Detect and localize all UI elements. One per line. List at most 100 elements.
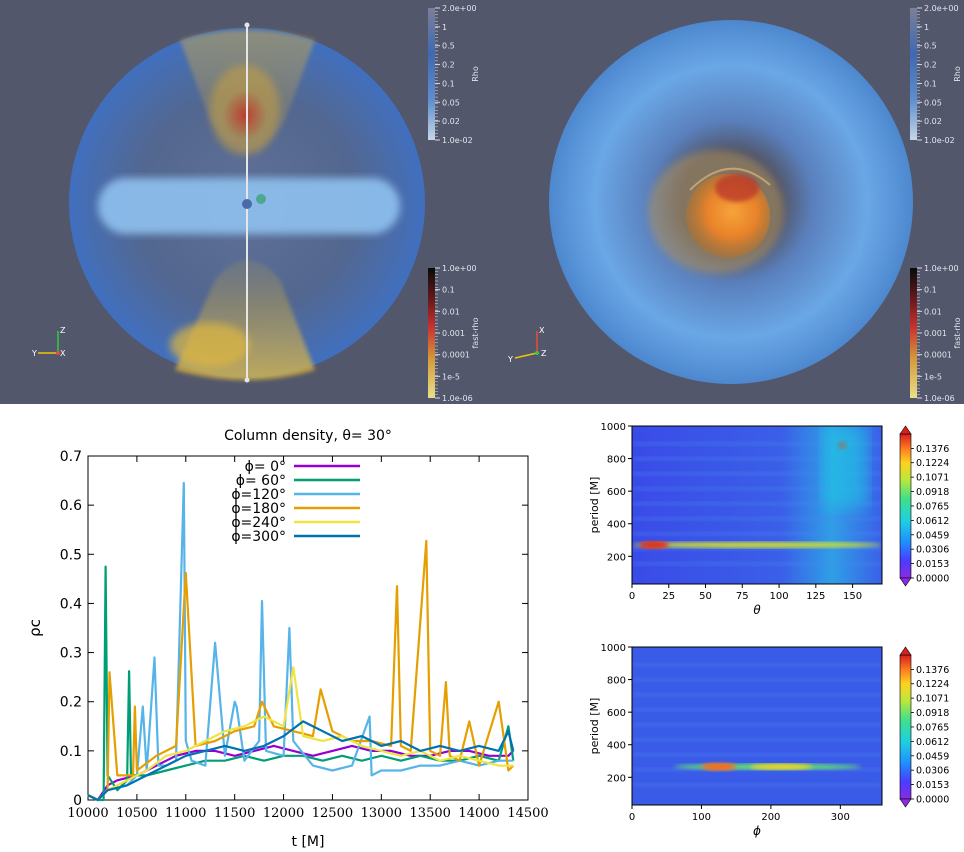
colorbar-tick-label: 0.1 xyxy=(924,286,937,295)
colorbar-tick-label: 0.0918 xyxy=(916,708,949,719)
colorbar-tick-label: 0.0153 xyxy=(916,780,949,791)
core-red-region xyxy=(715,174,759,202)
heatmap-colorbar xyxy=(899,654,912,800)
heatmap-x-tick-label: 50 xyxy=(699,591,712,602)
colorbar-tick-label: 0.0612 xyxy=(916,516,949,527)
axis-line-top-marker xyxy=(244,22,250,28)
series-line-3 xyxy=(87,539,515,802)
heatmap-texture xyxy=(632,456,882,461)
axis-label-y: Y xyxy=(31,349,37,358)
heatmap-x-tick-label: 0 xyxy=(629,591,635,602)
colorbar-tick-label: 0.1224 xyxy=(916,458,949,469)
colorbar-tick-label: 1.0e-02 xyxy=(442,136,473,145)
legend-label: ϕ=240° xyxy=(231,515,286,531)
heatmap-x-label: θ xyxy=(753,603,761,617)
x-tick-label: 10500 xyxy=(116,806,157,821)
colorbar-title: Rho xyxy=(471,66,480,82)
colorbar-tick-label: 0.05 xyxy=(442,98,460,107)
colorbar-tick-label: 0.0765 xyxy=(916,501,949,512)
heatmap-body xyxy=(632,647,882,805)
y-tick-label: 0.6 xyxy=(60,498,82,514)
companion-marker xyxy=(256,194,266,204)
colorbar-tick-label: 0.1 xyxy=(442,286,455,295)
heatmap-colorbar xyxy=(899,433,912,579)
colorbar-tick-label: 2.0e+00 xyxy=(924,4,959,13)
render-colorbars: 2.0e+00 1 0.5 0.2 0.1 0.05 0.02 1.0e-02 Rho 1.0e+… xyxy=(428,4,962,403)
colorbar-extend-max xyxy=(899,425,912,435)
x-tick-label: 14000 xyxy=(458,806,499,821)
colorbar-title: Rho xyxy=(953,66,962,82)
colorbar-tick-label: 0.01 xyxy=(924,307,942,316)
colorbar-extend-min xyxy=(899,798,912,808)
colorbar-right-colorbar-rho: 2.0e+00 1 0.5 0.2 0.1 0.05 0.02 1.0e-02 Rho xyxy=(910,4,962,145)
colorbar-gradient xyxy=(910,268,917,398)
colorbar-tick-label: 0.02 xyxy=(924,117,942,126)
colorbar-tick-label: 0.5 xyxy=(442,42,455,51)
colorbar-tick-label: 0.0306 xyxy=(916,766,949,777)
colorbar-tick-label: 2.0e+00 xyxy=(442,4,477,13)
heatmap-x-tick-label: 25 xyxy=(662,591,675,602)
render-left-panel: Z Y X xyxy=(0,0,482,404)
colorbar-title: fast-rho xyxy=(471,317,480,348)
x-axis-label: t [M] xyxy=(292,834,325,850)
heatmap-feature-1 xyxy=(639,540,669,549)
black-hole-marker xyxy=(242,199,252,209)
series-line-5 xyxy=(87,720,515,802)
heatmap-x-label: ϕ xyxy=(753,824,761,838)
colorbar-tick-label: 0.0612 xyxy=(916,737,949,748)
legend-label: ϕ=120° xyxy=(231,487,286,503)
legend-label: ϕ= 0° xyxy=(245,459,286,475)
colorbar-tick-label: 0.02 xyxy=(442,117,460,126)
heatmap-y-tick-label: 1000 xyxy=(601,422,626,433)
colorbar-tick-label: 1 xyxy=(442,23,447,32)
heatmap-texture xyxy=(632,441,882,446)
heatmap-frame xyxy=(631,425,883,585)
colorbar-tick-label: 0.0001 xyxy=(442,351,470,360)
x-tick-label: 12000 xyxy=(263,806,304,821)
colorbar-tick-label: 1e-5 xyxy=(924,372,942,381)
colorbar-tick-label: 0.1 xyxy=(442,79,455,88)
heatmap-y-tick-label: 600 xyxy=(607,708,626,719)
y-tick-label: 0.2 xyxy=(60,695,82,711)
colorbar-tick-label: 0.1071 xyxy=(916,473,949,484)
colorbar-tick-label: 0.1224 xyxy=(916,679,949,690)
heatmap-texture xyxy=(632,546,882,551)
colorbar-tick-label: 0.05 xyxy=(924,98,942,107)
heatmap-y-tick-label: 400 xyxy=(607,520,626,531)
legend-label: ϕ=300° xyxy=(231,529,286,545)
wavelet-heatmap-phi: 0 100 200 300 200 400 600 800 1000 ϕ period [M] 0.0… xyxy=(588,643,949,838)
heatmap-texture xyxy=(632,692,882,697)
colorbar-gradient xyxy=(428,268,435,398)
heatmap-texture xyxy=(632,471,882,476)
series-line-4 xyxy=(87,666,514,802)
heatmap-x-tick-label: 200 xyxy=(761,812,780,823)
heatmap-y-label: period [M] xyxy=(588,698,601,755)
x-tick-label: 14500 xyxy=(507,806,548,821)
heatmap-frame xyxy=(631,646,883,806)
heatmap-y-tick-label: 400 xyxy=(607,741,626,752)
axis-label-z: Z xyxy=(541,349,547,358)
heatmap-feature-2 xyxy=(750,763,813,770)
x-tick-label: 12500 xyxy=(312,806,353,821)
colorbar-tick-label: 1e-5 xyxy=(442,372,460,381)
colorbar-tick-label: 0.1376 xyxy=(916,444,949,455)
colorbar-extend-max xyxy=(899,646,912,656)
heatmap-y-label: period [M] xyxy=(588,477,601,534)
x-tick-label: 10000 xyxy=(67,806,108,821)
heatmap-y-tick-label: 200 xyxy=(607,552,626,563)
colorbar-tick-label: 0.0000 xyxy=(916,795,949,806)
heatmap-texture xyxy=(632,767,882,772)
colorbar-tick-label: 0.2 xyxy=(442,61,455,70)
colorbar-tick-label: 1 xyxy=(924,23,929,32)
heatmap-texture xyxy=(632,486,882,491)
colorbar-tick-label: 1.0e+00 xyxy=(924,264,959,273)
heatmap-texture xyxy=(632,677,882,682)
heatmap-texture xyxy=(632,531,882,536)
legend-label: ϕ= 60° xyxy=(236,473,286,489)
colorbar-tick-label: 0.0001 xyxy=(924,351,952,360)
x-tick-label: 13500 xyxy=(410,806,451,821)
heatmap-x-tick-label: 300 xyxy=(831,812,850,823)
legend-label: ϕ=180° xyxy=(231,501,286,517)
colorbar-gradient xyxy=(910,8,917,140)
heatmap-y-tick-label: 600 xyxy=(607,487,626,498)
